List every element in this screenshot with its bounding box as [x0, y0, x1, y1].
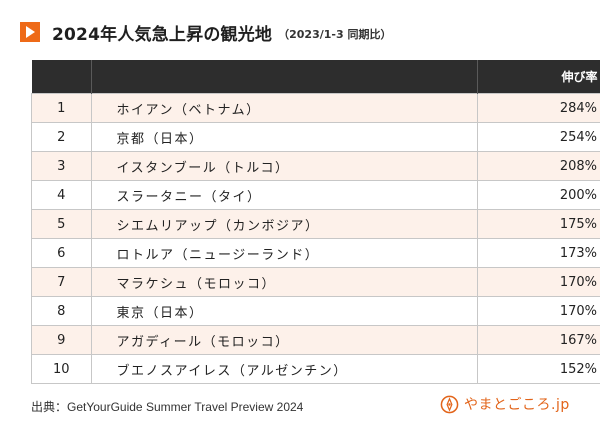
place-cell: イスタンブール（トルコ） — [90, 151, 478, 181]
growth-cell: 254% — [476, 122, 600, 152]
header-growth: 伸び率 — [477, 60, 600, 94]
table-row: 9 アガディール（モロッコ） 167% — [31, 325, 600, 355]
page-title: 2024年人気急上昇の観光地 — [52, 24, 273, 45]
header-rank — [31, 60, 92, 94]
place-cell: ブエノスアイレス（アルゼンチン） — [90, 354, 478, 384]
brand-logo-text: やまとごころ.jp — [464, 397, 570, 413]
rank-cell: 4 — [31, 180, 92, 210]
rank-cell: 9 — [31, 325, 92, 355]
compass-seal-icon — [440, 395, 459, 413]
table-row: 10 ブエノスアイレス（アルゼンチン） 152% — [31, 354, 600, 384]
growth-cell: 284% — [476, 93, 600, 123]
growth-cell: 173% — [476, 238, 600, 268]
place-cell: シエムリアップ（カンボジア） — [90, 209, 478, 239]
place-cell: 東京（日本） — [90, 296, 478, 326]
growth-cell: 200% — [476, 180, 600, 210]
place-cell: アガディール（モロッコ） — [90, 325, 478, 355]
play-arrow-icon — [20, 22, 40, 42]
table-row: 2 京都（日本） 254% — [31, 122, 600, 152]
title-bar: 2024年人気急上昇の観光地 （2023/1-3 同期比） — [20, 18, 391, 46]
source-caption: 出典：GetYourGuide Summer Travel Preview 20… — [31, 400, 304, 414]
ranking-table: 伸び率 1 ホイアン（ベトナム） 284% 2 京都（日本） 254% 3 イス… — [31, 60, 600, 384]
rank-cell: 10 — [31, 354, 92, 384]
rank-cell: 8 — [31, 296, 92, 326]
growth-cell: 152% — [476, 354, 600, 384]
header-place — [91, 60, 478, 94]
rank-cell: 2 — [31, 122, 92, 152]
rank-cell: 7 — [31, 267, 92, 297]
brand-logo[interactable]: やまとごころ.jp — [440, 393, 570, 415]
rank-cell: 5 — [31, 209, 92, 239]
table-row: 4 スラータニー（タイ） 200% — [31, 180, 600, 210]
rank-cell: 1 — [31, 93, 92, 123]
place-cell: スラータニー（タイ） — [90, 180, 478, 210]
rank-cell: 6 — [31, 238, 92, 268]
growth-cell: 170% — [476, 267, 600, 297]
page-subtitle: （2023/1-3 同期比） — [278, 27, 392, 41]
place-cell: 京都（日本） — [90, 122, 478, 152]
growth-cell: 175% — [476, 209, 600, 239]
table-row: 5 シエムリアップ（カンボジア） 175% — [31, 209, 600, 239]
growth-cell: 167% — [476, 325, 600, 355]
growth-cell: 170% — [476, 296, 600, 326]
table-row: 8 東京（日本） 170% — [31, 296, 600, 326]
place-cell: ホイアン（ベトナム） — [90, 93, 478, 123]
table-row: 7 マラケシュ（モロッコ） 170% — [31, 267, 600, 297]
place-cell: ロトルア（ニュージーランド） — [90, 238, 478, 268]
growth-cell: 208% — [476, 151, 600, 181]
table-header-row: 伸び率 — [31, 60, 600, 94]
table-row: 6 ロトルア（ニュージーランド） 173% — [31, 238, 600, 268]
table-row: 3 イスタンブール（トルコ） 208% — [31, 151, 600, 181]
place-cell: マラケシュ（モロッコ） — [90, 267, 478, 297]
table-row: 1 ホイアン（ベトナム） 284% — [31, 93, 600, 123]
rank-cell: 3 — [31, 151, 92, 181]
